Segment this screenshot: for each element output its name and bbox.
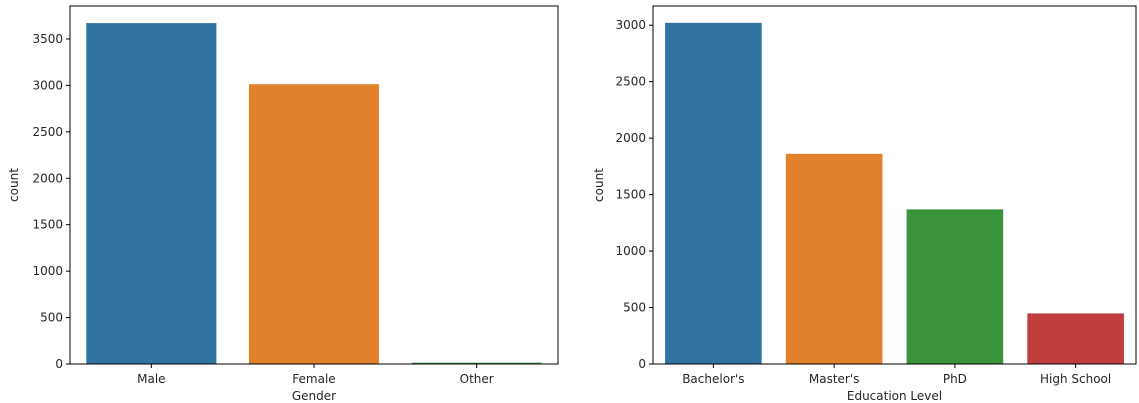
y-axis-label: count <box>7 168 21 202</box>
y-tick-label: 2000 <box>615 131 646 145</box>
x-tick-label: PhD <box>943 372 967 386</box>
bar-phd <box>906 209 1004 364</box>
bar-master-s <box>785 153 883 364</box>
y-tick-label: 500 <box>623 301 646 315</box>
y-tick-label: 2500 <box>32 125 63 139</box>
y-tick-label: 1000 <box>32 264 63 278</box>
bar-high-school <box>1027 313 1124 364</box>
x-tick-label: Bachelor's <box>682 372 744 386</box>
bar-female <box>248 84 380 364</box>
y-tick-label: 0 <box>55 357 63 371</box>
x-tick-label: Female <box>292 372 335 386</box>
bar-male <box>86 23 217 365</box>
plot-frame <box>652 5 1137 365</box>
x-tick-label: High School <box>1040 372 1111 386</box>
y-tick-label: 3000 <box>615 18 646 32</box>
bar-bachelor-s <box>665 22 762 365</box>
y-tick-label: 0 <box>638 357 646 371</box>
y-tick-label: 1000 <box>615 244 646 258</box>
x-tick-label: Master's <box>809 372 860 386</box>
y-tick-label: 1500 <box>32 218 63 232</box>
chart-1: 0 500 1000 1500 2000 2500 3000 3500 Male Female Ot… <box>7 5 559 403</box>
x-axis-label: Education Level <box>847 389 942 403</box>
y-axis-label: count <box>592 168 606 202</box>
y-tick-label: 3500 <box>32 32 63 46</box>
x-axis-label: Gender <box>292 389 336 403</box>
y-tick-label: 1500 <box>615 188 646 202</box>
x-tick-label: Male <box>137 372 165 386</box>
chart-2: 0 500 1000 1500 2000 2500 3000 Bachelor's Master… <box>592 5 1137 403</box>
x-tick-label: Other <box>460 372 494 386</box>
y-tick-label: 2000 <box>32 171 63 185</box>
y-tick-label: 2500 <box>615 75 646 89</box>
y-tick-label: 3000 <box>32 78 63 92</box>
y-tick-label: 500 <box>40 311 63 325</box>
bar-other <box>411 362 542 364</box>
